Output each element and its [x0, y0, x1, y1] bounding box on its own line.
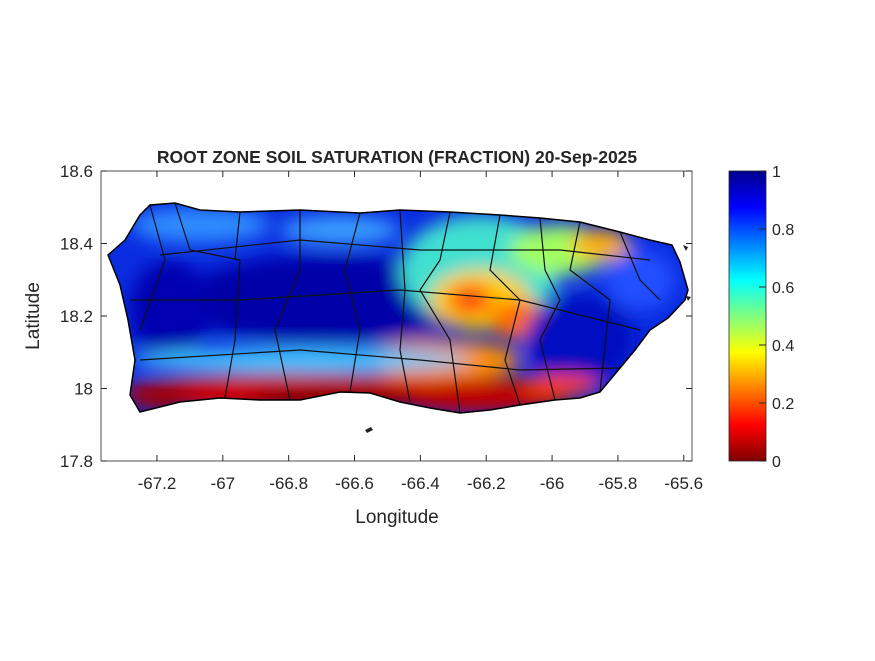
- y-axis-label: Latitude: [23, 282, 44, 350]
- colorbar-tick-label: 0.6: [772, 280, 794, 297]
- y-axis: 18.6 18.4 18.2 18 17.8: [60, 162, 692, 471]
- municipality-boundaries: [130, 203, 661, 413]
- x-tick-label: -66.2: [467, 474, 506, 493]
- y-tick-label: 18.6: [60, 162, 93, 181]
- colorbar-tick-label: 0.2: [772, 396, 794, 413]
- x-tick-label: -66.4: [401, 474, 440, 493]
- x-axis: -67.2 -67 -66.8 -66.6 -66.4 -66.2 -66 -65.8 -65.…: [138, 171, 703, 493]
- y-tick-label: 18: [74, 380, 93, 399]
- caja-de-muertos-island: [365, 427, 373, 433]
- x-tick-label: -65.6: [664, 474, 703, 493]
- colorbar-tick-label: 0.4: [772, 338, 794, 355]
- colorbar-ticks: 1 0.8 0.6 0.4 0.2 0: [759, 164, 794, 471]
- colorbar: [728, 170, 767, 462]
- x-axis-label: Longitude: [355, 507, 438, 528]
- colorbar-tick-label: 0: [772, 454, 781, 471]
- soil-saturation-field: [108, 203, 688, 413]
- y-tick-label: 17.8: [60, 452, 93, 471]
- y-tick-label: 18.2: [60, 307, 93, 326]
- colorbar-tick-label: 0.8: [772, 222, 794, 239]
- chart-title: ROOT ZONE SOIL SATURATION (FRACTION) 20-…: [157, 147, 638, 167]
- colorbar-tick-label: 1: [772, 164, 781, 181]
- x-tick-label: -66.8: [269, 474, 308, 493]
- x-tick-label: -67: [211, 474, 236, 493]
- x-tick-label: -66.6: [335, 474, 374, 493]
- x-tick-label: -65.8: [599, 474, 638, 493]
- y-tick-label: 18.4: [60, 235, 93, 254]
- x-tick-label: -67.2: [138, 474, 177, 493]
- x-tick-label: -66: [540, 474, 565, 493]
